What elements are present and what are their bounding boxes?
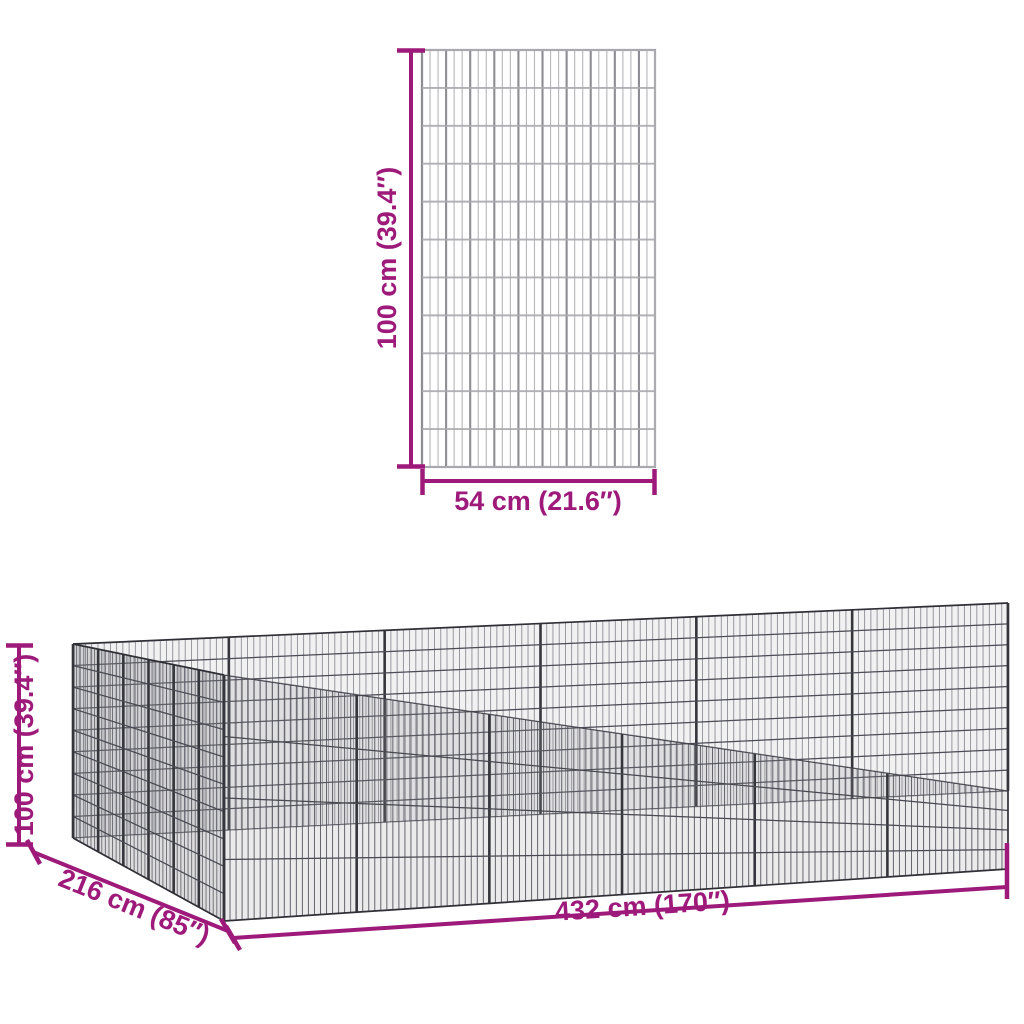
panel-height-label: 100 cm (39.4″)	[372, 167, 402, 350]
panel-width-dimension	[420, 469, 657, 495]
panel-width-label: 54 cm (21.6″)	[454, 486, 622, 516]
panel-mesh	[420, 48, 657, 469]
pen-height-label: 100 cm (39.4″)	[9, 654, 39, 837]
pen-width-dimension	[224, 843, 1010, 952]
panel-height-dimension	[397, 48, 425, 469]
pen-left-wall	[73, 644, 224, 921]
